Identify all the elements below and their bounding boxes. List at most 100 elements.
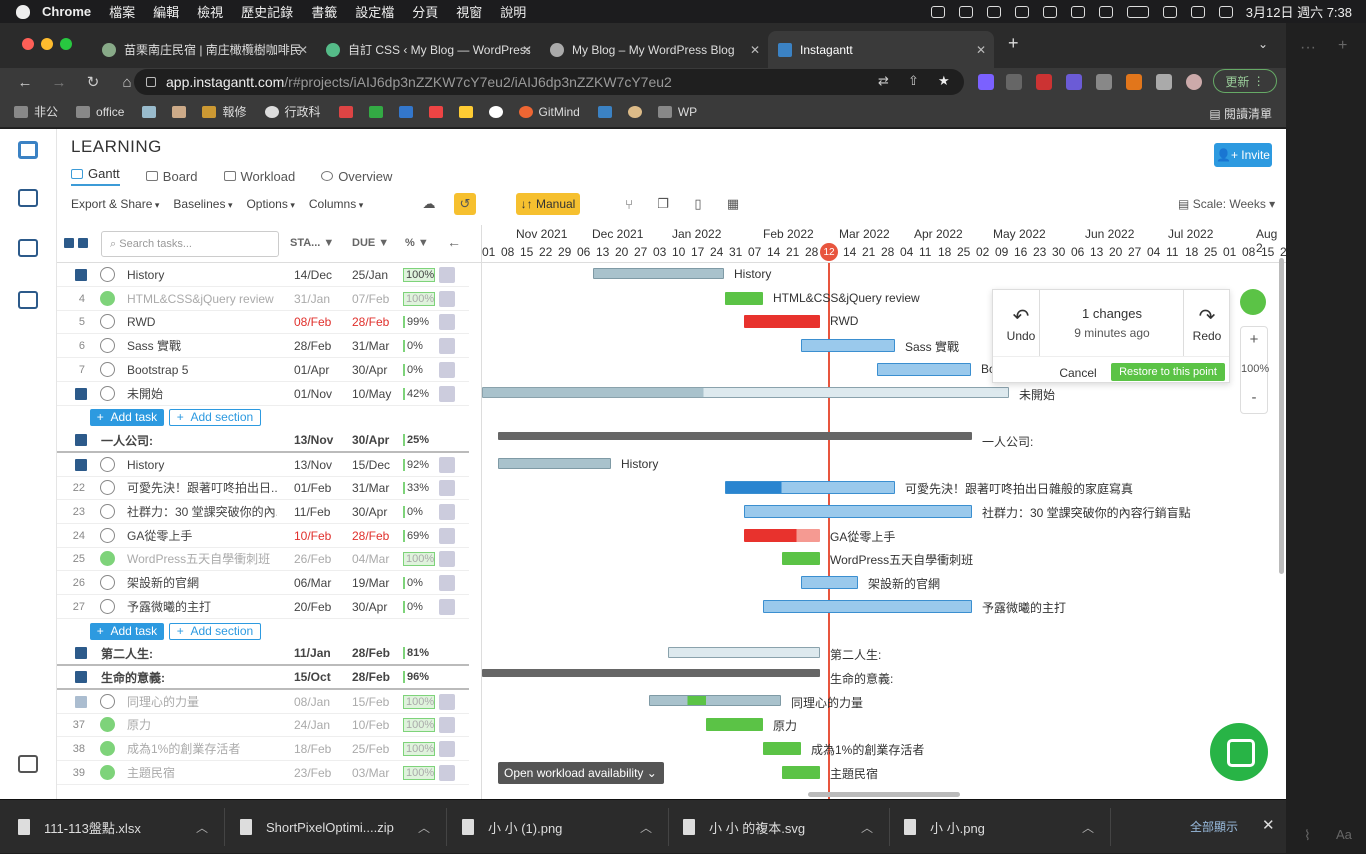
due-date[interactable]: 30/Apr [352, 599, 388, 614]
due-date[interactable]: 07/Feb [352, 291, 390, 306]
assignee-avatar[interactable] [439, 361, 455, 378]
add-section-button[interactable]: + Add section [169, 622, 261, 640]
task-row[interactable]: 同理心的力量 08/Jan 15/Feb 100% [57, 690, 469, 714]
menu-app[interactable]: Chrome [42, 4, 92, 19]
bookmark-maps[interactable] [368, 105, 389, 118]
task-name[interactable]: RWD [127, 314, 156, 329]
zoom-out-button[interactable]: - [1251, 389, 1257, 406]
show-all-downloads[interactable]: 全部顯示 [1190, 820, 1239, 834]
column-due[interactable]: DUE ▼ [352, 237, 390, 249]
gantt-bar[interactable] [593, 268, 724, 279]
contact-card-icon[interactable] [18, 291, 38, 309]
progress-percent[interactable]: 92% [403, 458, 429, 471]
tab-search-icon[interactable]: ⌄ [1258, 37, 1269, 51]
chevron-up-icon[interactable]: ︿ [1082, 820, 1095, 835]
horizontal-scrollbar[interactable] [808, 792, 960, 797]
search-input[interactable]: ⌕ Search tasks... [101, 231, 279, 257]
complete-checkbox[interactable] [100, 599, 115, 614]
complete-checkbox[interactable] [100, 291, 115, 306]
task-row[interactable]: 6 Sass 實戰 28/Feb 31/Mar 0% [57, 334, 469, 358]
complete-checkbox[interactable] [100, 386, 115, 401]
task-name[interactable]: 架設新的官網 [127, 576, 200, 590]
add-section-button[interactable]: + Add section [169, 408, 261, 426]
bookmark-1[interactable]: 非公 [14, 103, 58, 120]
start-date[interactable]: 08/Feb [294, 314, 332, 329]
expand-subtasks-icon[interactable] [75, 695, 87, 708]
assignee-avatar[interactable] [439, 764, 455, 781]
extension-red-icon[interactable] [1036, 74, 1052, 90]
due-date[interactable]: 03/Mar [352, 765, 390, 780]
assignee-avatar[interactable] [439, 574, 455, 591]
expand-subtasks-icon[interactable] [75, 268, 87, 281]
complete-checkbox[interactable] [100, 741, 115, 756]
task-name[interactable]: 主題民宿 [127, 766, 176, 780]
tab-2[interactable]: 自訂 CSS ‹ My Blog — WordPress ✕ [316, 31, 540, 68]
bookmark-5[interactable]: GitMind [518, 105, 580, 119]
cancel-button[interactable]: Cancel [1059, 365, 1097, 380]
collapse-section-icon[interactable] [75, 434, 87, 446]
bookmark-3[interactable]: 報修 [202, 103, 247, 120]
start-date[interactable]: 01/Nov [294, 386, 333, 401]
complete-checkbox[interactable] [100, 338, 115, 353]
due-date[interactable]: 25/Feb [352, 741, 390, 756]
menu-help[interactable]: 說明 [500, 5, 527, 20]
task-row[interactable]: History 14/Dec 25/Jan 100% [57, 263, 469, 287]
maximize-window-button[interactable] [60, 38, 72, 50]
due-date[interactable]: 30/Apr [352, 362, 388, 377]
task-name[interactable]: 可愛先決！跟著叮咚拍出日... [127, 481, 277, 495]
start-date[interactable]: 11/Jan [294, 646, 331, 660]
start-date[interactable]: 24/Jan [294, 717, 331, 732]
reading-list[interactable]: ▤ 閱讀清單 [1209, 107, 1272, 121]
start-date[interactable]: 11/Feb [294, 504, 331, 519]
manual-scheduling-button[interactable]: ↓↑ Manual [516, 193, 580, 215]
task-row[interactable]: 22 可愛先決！跟著叮咚拍出日... 01/Feb 31/Mar 33% [57, 476, 469, 500]
line-icon[interactable] [958, 5, 973, 18]
start-date[interactable]: 31/Jan [294, 291, 331, 306]
tab-overview[interactable]: Overview [321, 166, 392, 186]
progress-percent[interactable]: 100% [403, 291, 436, 306]
complete-checkbox[interactable] [100, 528, 115, 543]
due-date[interactable]: 10/May [352, 386, 392, 401]
progress-percent[interactable]: 0% [403, 505, 423, 518]
logout-icon[interactable] [18, 755, 38, 773]
progress-percent[interactable]: 100% [403, 717, 436, 732]
extension-k-icon[interactable] [1066, 74, 1082, 90]
section-name[interactable]: 一人公司: [101, 433, 153, 448]
gantt-bar[interactable] [877, 363, 971, 376]
assignee-avatar[interactable] [439, 456, 455, 473]
complete-checkbox[interactable] [100, 267, 115, 282]
assignee-avatar[interactable] [439, 693, 455, 710]
gantt-bar[interactable] [801, 339, 895, 352]
star-icon[interactable]: ★ [938, 73, 950, 88]
gantt-bar[interactable] [801, 576, 858, 589]
zoom-in-button[interactable]: + [1249, 331, 1259, 348]
task-row[interactable]: 5 RWD 08/Feb 28/Feb 99% [57, 310, 469, 334]
tab-instagantt[interactable]: Instagantt ✕ [768, 31, 994, 68]
bookmark-school[interactable] [172, 105, 192, 118]
due-date[interactable]: 30/Apr [352, 504, 388, 519]
due-date[interactable]: 31/Mar [352, 480, 390, 495]
start-date[interactable]: 15/Oct [294, 670, 331, 684]
start-date[interactable]: 13/Nov [294, 457, 333, 472]
assignee-avatar[interactable] [439, 337, 455, 354]
clock[interactable]: 3月12日 週六 7:38 [1245, 5, 1352, 20]
close-downloads-icon[interactable]: ✕ [1262, 817, 1275, 834]
columns-menu[interactable]: Columns [309, 197, 363, 211]
gantt-bar[interactable] [706, 718, 763, 731]
extension-camera-icon[interactable] [1006, 74, 1022, 90]
start-date[interactable]: 26/Feb [294, 551, 332, 566]
bookmark-4[interactable]: 行政科 [264, 103, 321, 120]
calendar-grid-icon[interactable]: ▦ [726, 196, 740, 211]
progress-percent[interactable]: 81% [403, 647, 429, 659]
gantt-bar[interactable] [482, 669, 820, 677]
gantt-bar[interactable] [668, 647, 820, 658]
tab-1[interactable]: 苗栗南庄民宿 | 南庄橄欖樹咖啡民 ✕ [92, 31, 316, 68]
progress-percent[interactable]: 100% [403, 267, 436, 282]
task-row[interactable]: 26 架設新的官網 06/Mar 19/Mar 0% [57, 571, 469, 595]
progress-percent[interactable]: 42% [403, 387, 429, 400]
task-name[interactable]: 同理心的力量 [127, 695, 200, 709]
close-tab-icon[interactable]: ✕ [975, 42, 986, 57]
assignee-avatar[interactable] [439, 313, 455, 330]
bookmark-google[interactable] [488, 105, 509, 118]
start-date[interactable]: 01/Apr [294, 362, 330, 377]
